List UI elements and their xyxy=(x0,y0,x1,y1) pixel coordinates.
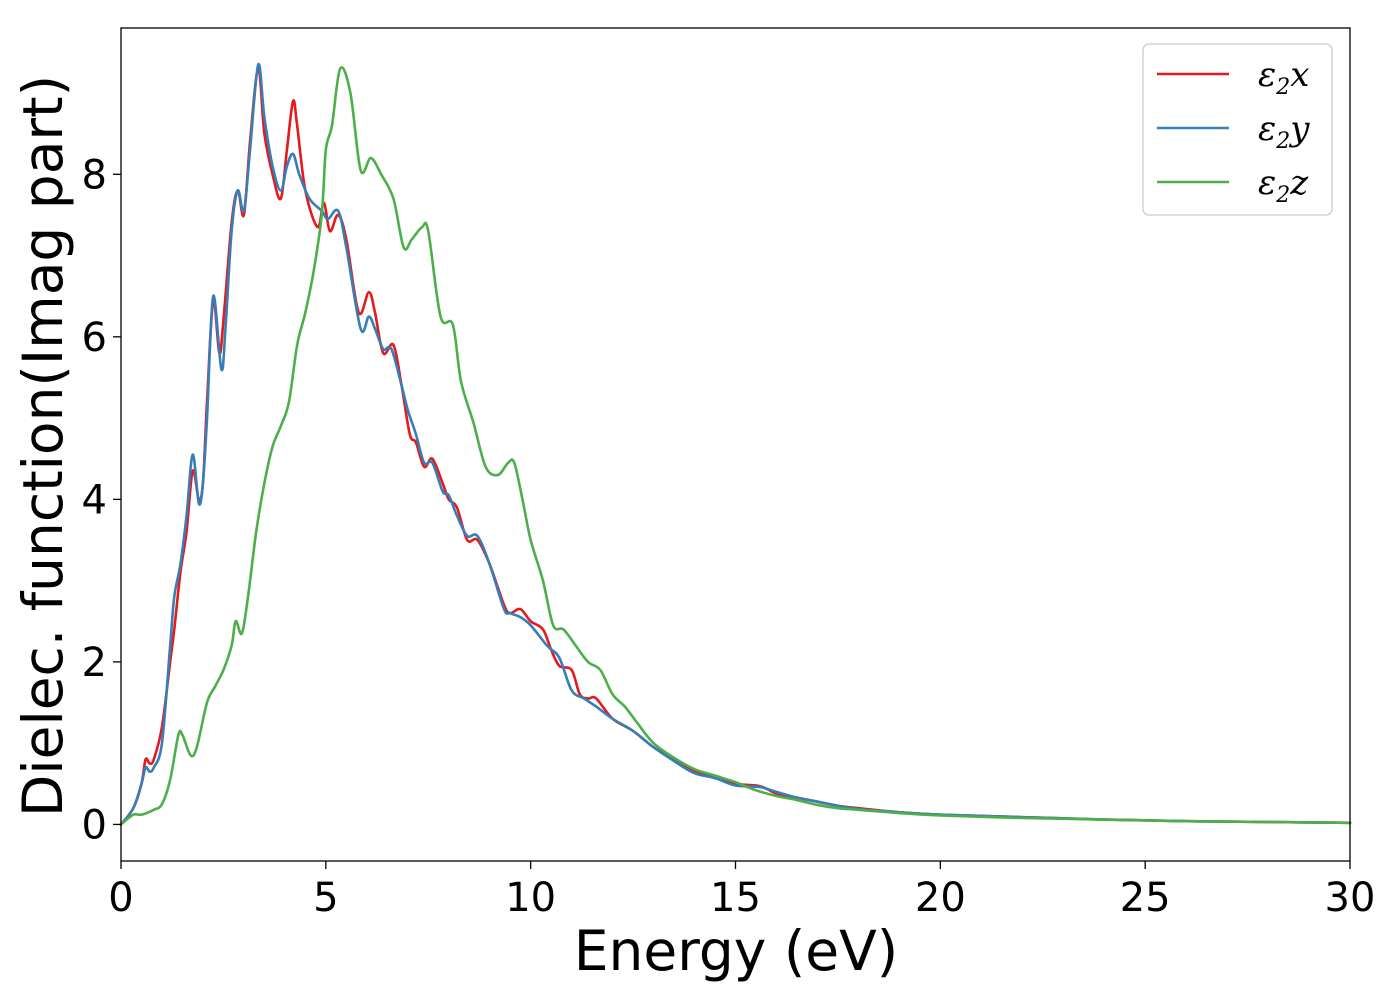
y-tick-label: 2 xyxy=(82,640,107,686)
legend-label-z: ε2z xyxy=(1258,163,1309,208)
x-tick-label: 5 xyxy=(313,875,338,921)
x-tick-label: 15 xyxy=(710,875,761,921)
series-lines xyxy=(119,63,1352,826)
y-axis-label: Dielec. function(Imag part) xyxy=(11,75,75,817)
x-tick-label: 0 xyxy=(108,875,133,921)
y-tick-label: 8 xyxy=(82,152,107,198)
x-axis-ticks: 0 5 10 15 20 25 30 xyxy=(108,861,1375,921)
x-tick-label: 25 xyxy=(1120,875,1171,921)
legend-label-y: ε2y xyxy=(1258,109,1310,154)
legend: ε2x ε2y ε2z xyxy=(1142,43,1333,216)
x-axis-label: Energy (eV) xyxy=(574,919,898,983)
y-axis-ticks: 0 2 4 6 8 xyxy=(82,152,121,848)
x-tick-label: 10 xyxy=(505,875,556,921)
legend-label-x: ε2x xyxy=(1258,55,1309,100)
series-line-z xyxy=(119,66,1352,826)
y-tick-label: 0 xyxy=(82,802,107,848)
y-tick-label: 6 xyxy=(82,315,107,361)
x-tick-label: 30 xyxy=(1325,875,1376,921)
x-tick-label: 20 xyxy=(915,875,966,921)
legend-box xyxy=(1142,43,1333,216)
y-tick-label: 4 xyxy=(82,477,107,523)
series-line-y xyxy=(119,63,1352,826)
